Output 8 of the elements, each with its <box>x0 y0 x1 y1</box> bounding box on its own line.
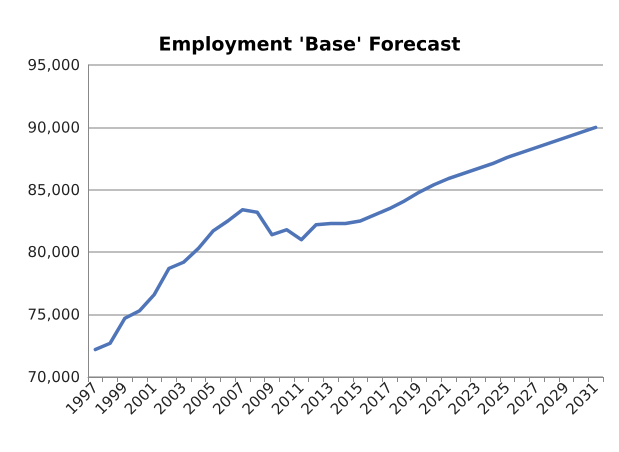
y-tick-label: 85,000 <box>28 180 80 199</box>
line-series <box>94 126 598 352</box>
y-tick-label: 75,000 <box>28 306 80 324</box>
y-tick-label: 90,000 <box>28 118 80 136</box>
y-tick-label: 70,000 <box>28 368 80 386</box>
chart-title: Employment 'Base' Forecast <box>158 34 460 56</box>
y-tick-label: 80,000 <box>28 243 80 262</box>
y-tick-label: 95,000 <box>28 56 80 74</box>
